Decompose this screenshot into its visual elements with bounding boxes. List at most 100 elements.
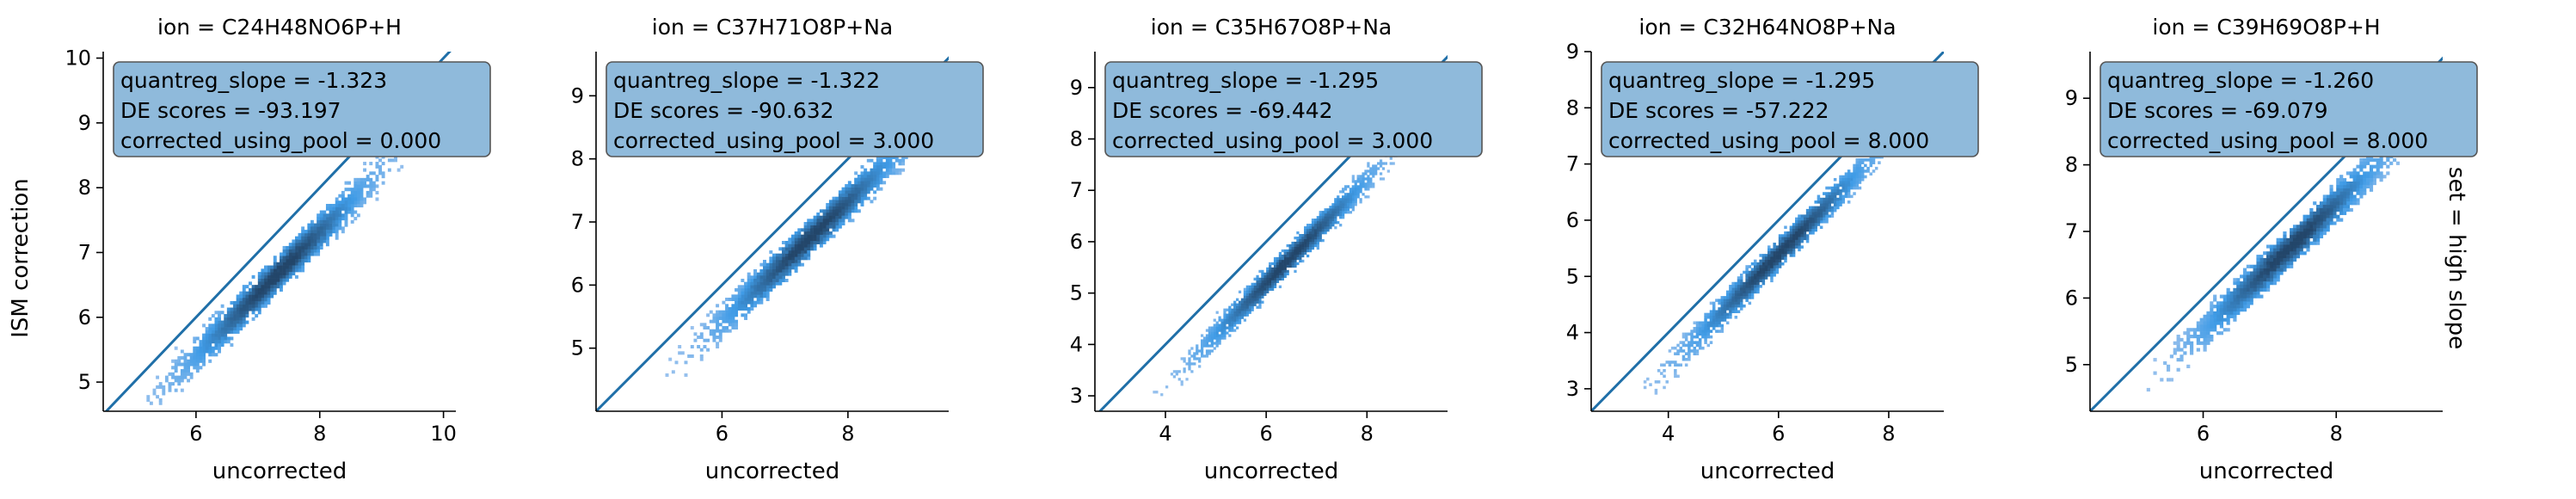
histogram-cell (313, 236, 317, 240)
histogram-cell (1737, 310, 1741, 314)
histogram-cell (794, 234, 798, 238)
histogram-cell (747, 300, 751, 305)
histogram-cell (2342, 198, 2347, 202)
histogram-cell (769, 281, 773, 286)
histogram-cell (2329, 194, 2333, 199)
histogram-cell (807, 256, 811, 261)
histogram-cell (1805, 212, 1810, 215)
histogram-cell (1343, 203, 1348, 206)
histogram-cell (809, 241, 814, 244)
histogram-cell (1805, 217, 1810, 221)
histogram-cell (2352, 181, 2357, 186)
histogram-cell (2222, 305, 2227, 309)
histogram-cell (1372, 169, 1375, 173)
histogram-cell (879, 156, 883, 159)
histogram-cell (220, 311, 224, 315)
histogram-cell (251, 274, 255, 279)
histogram-cell (1773, 262, 1776, 266)
histogram-cell (205, 349, 209, 354)
histogram-cell (1737, 296, 1741, 299)
histogram-cell (1220, 318, 1224, 322)
histogram-cell (822, 228, 827, 232)
histogram-cell (226, 323, 231, 328)
histogram-cell (1276, 259, 1280, 263)
histogram-cell (1814, 208, 1817, 213)
histogram-cell (1693, 335, 1697, 339)
histogram-cell (1236, 303, 1239, 306)
histogram-cell (845, 184, 849, 188)
histogram-cell (2240, 281, 2244, 286)
histogram-cell (1210, 339, 1214, 342)
histogram-cell (236, 311, 240, 315)
histogram-cell (2283, 257, 2287, 262)
histogram-cell (1823, 212, 1826, 215)
histogram-cell (1718, 318, 1721, 322)
histogram-cell (1795, 239, 1798, 243)
histogram-cell (1337, 195, 1340, 199)
histogram-cell (1351, 190, 1355, 194)
histogram-cell (756, 288, 760, 292)
histogram-cell (873, 165, 877, 169)
histogram-cell (2263, 278, 2267, 282)
histogram-cell (270, 278, 274, 282)
histogram-cell (301, 265, 305, 269)
histogram-cell (851, 219, 855, 223)
histogram-cell (797, 250, 802, 254)
histogram-cell (901, 162, 906, 166)
histogram-cell (1281, 272, 1284, 276)
histogram-cell (1853, 192, 1856, 195)
histogram-cell (803, 250, 808, 254)
x-tick-label: 8 (841, 422, 854, 446)
histogram-cell (233, 304, 237, 308)
histogram-cell (835, 213, 839, 216)
histogram-cell (1720, 301, 1725, 305)
histogram-cell (2203, 348, 2207, 352)
histogram-cell (350, 190, 354, 194)
histogram-cell (1712, 318, 1716, 322)
histogram-cell (378, 158, 382, 163)
histogram-cell (1273, 277, 1277, 281)
histogram-cell (1643, 380, 1647, 384)
histogram-cell (1367, 185, 1370, 188)
histogram-cell (2186, 331, 2191, 336)
histogram-cell (822, 213, 827, 216)
histogram-cell (304, 249, 308, 253)
histogram-cell (2222, 298, 2227, 302)
histogram-cell (2326, 214, 2330, 219)
histogram-cell (1811, 223, 1815, 226)
histogram-cell (1337, 221, 1340, 225)
histogram-cell (280, 252, 283, 256)
annotation-box (1601, 61, 1979, 157)
histogram-cell (847, 209, 851, 213)
histogram-cell (753, 275, 757, 280)
histogram-cell (1756, 287, 1760, 291)
histogram-cell (354, 203, 358, 208)
histogram-cell (1304, 231, 1307, 235)
histogram-cell (146, 397, 151, 403)
histogram-cell (2313, 241, 2317, 245)
histogram-cell (1321, 231, 1325, 235)
histogram-cell (2290, 228, 2294, 232)
histogram-cell (841, 222, 845, 225)
histogram-cell (1243, 295, 1247, 299)
histogram-cell (1734, 290, 1738, 294)
histogram-cell (2199, 317, 2204, 322)
histogram-cell (816, 231, 821, 235)
histogram-cell (2356, 181, 2360, 186)
histogram-cell (2196, 321, 2200, 325)
histogram-cell (735, 307, 739, 311)
histogram-cell (1359, 198, 1362, 201)
histogram-cell (1311, 231, 1315, 235)
histogram-cell (2299, 241, 2303, 245)
histogram-cell (1841, 194, 1845, 199)
histogram-cell (876, 181, 880, 185)
histogram-cell (214, 346, 218, 350)
histogram-cell (1276, 280, 1280, 284)
histogram-cell (230, 307, 234, 311)
histogram-cell (864, 175, 868, 178)
histogram-cell (703, 338, 707, 342)
histogram-cell (750, 288, 754, 292)
histogram-cell (282, 245, 286, 250)
histogram-cell (759, 272, 764, 276)
histogram-cell (2210, 308, 2214, 312)
